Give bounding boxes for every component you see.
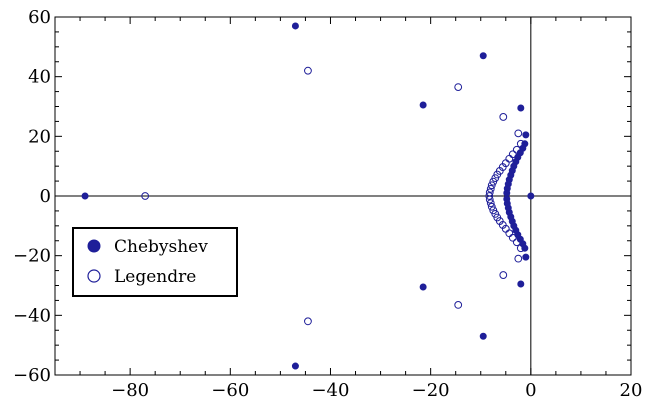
- legendre-point: [516, 139, 525, 148]
- y-tick-label: −60: [13, 365, 51, 386]
- y-tick-label: −40: [13, 305, 51, 326]
- chebyshev-point: [503, 195, 511, 203]
- legendre-point: [512, 238, 521, 247]
- chebyshev-point: [419, 283, 427, 291]
- legend-marker-chebyshev: [87, 239, 101, 253]
- chebyshev-point: [291, 362, 299, 370]
- legendre-point: [489, 177, 498, 186]
- chebyshev-point: [479, 52, 487, 60]
- legend-label-chebyshev: Chebyshev: [114, 237, 208, 257]
- legendre-point: [489, 206, 498, 215]
- axis-ticks: [54, 16, 632, 376]
- legendre-point: [499, 271, 508, 279]
- y-tick-label: 0: [40, 186, 51, 207]
- x-tick-label: −60: [211, 380, 249, 401]
- legendre-point: [499, 113, 508, 121]
- chebyshev-point: [419, 101, 427, 109]
- x-tick-label: 0: [525, 380, 536, 401]
- legendre-point: [486, 199, 495, 208]
- chebyshev-point: [527, 192, 535, 200]
- chebyshev-point: [81, 192, 89, 200]
- legend-marker-legendre: [87, 269, 101, 283]
- legendre-point: [141, 192, 150, 200]
- x-tick-label: 20: [620, 380, 643, 401]
- legendre-point: [454, 300, 463, 309]
- legendre-point: [485, 195, 494, 204]
- chebyshev-point: [479, 332, 487, 340]
- chebyshev-point: [291, 22, 299, 30]
- legendre-point: [514, 129, 523, 138]
- y-tick-labels: −60 −40 −20 0 20 40 60: [13, 7, 51, 386]
- y-tick-label: 20: [28, 126, 51, 147]
- y-tick-label: 40: [28, 67, 51, 88]
- chebyshev-point: [517, 104, 525, 112]
- legendre-point: [454, 83, 463, 92]
- y-tick-label: −20: [13, 246, 51, 267]
- legendre-point: [512, 145, 521, 154]
- legend: Chebyshev Legendre: [72, 227, 238, 297]
- legend-box: [72, 227, 238, 297]
- legendre-point: [485, 192, 494, 200]
- legendre-point: [487, 202, 496, 211]
- legend-label-legendre: Legendre: [114, 267, 196, 287]
- x-tick-label: −20: [412, 380, 450, 401]
- legendre-point: [486, 184, 495, 193]
- x-tick-labels: −80 −60 −40 −20 0 20: [111, 380, 642, 401]
- chebyshev-point: [503, 189, 511, 197]
- legendre-point: [304, 66, 312, 75]
- chebyshev-point: [522, 253, 530, 261]
- legendre-point: [514, 254, 523, 263]
- chebyshev-point: [522, 131, 530, 139]
- x-tick-label: −80: [111, 380, 149, 401]
- legendre-point: [304, 317, 312, 326]
- legendre-point: [516, 244, 525, 253]
- x-tick-label: −40: [311, 380, 349, 401]
- chebyshev-point: [517, 280, 525, 288]
- y-tick-label: 60: [28, 7, 51, 28]
- legendre-point: [487, 181, 496, 190]
- data-points: [81, 22, 535, 370]
